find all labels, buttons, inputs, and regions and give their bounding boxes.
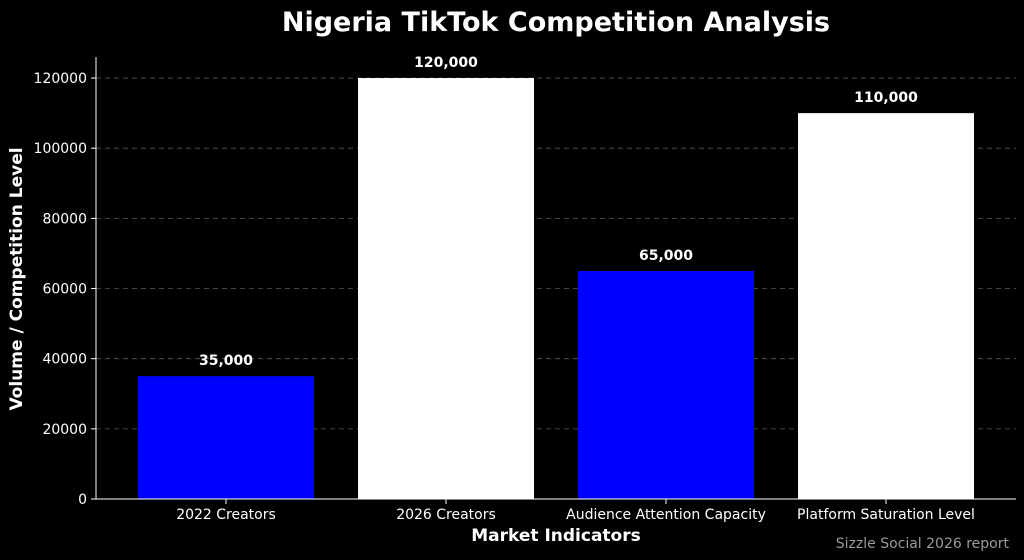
y-tick-label: 100000	[34, 141, 87, 157]
source-note: Sizzle Social 2026 report	[836, 536, 1010, 552]
bar	[138, 376, 314, 499]
bars	[138, 78, 974, 500]
x-axis-label: Market Indicators	[471, 526, 640, 546]
y-axis-label: Volume / Competition Level	[7, 147, 27, 410]
y-axis-ticks: 0 20000 40000 60000 80000 100000 120000	[34, 71, 96, 508]
x-tick-label: 2026 Creators	[396, 507, 496, 523]
bar-value-label: 120,000	[414, 55, 478, 71]
y-tick-label: 0	[78, 492, 87, 508]
y-tick-label: 40000	[42, 352, 87, 368]
x-tick-label: Platform Saturation Level	[797, 507, 975, 523]
bar-value-label: 35,000	[199, 353, 253, 369]
y-tick-label: 20000	[42, 422, 87, 438]
bar	[578, 270, 754, 499]
y-tick-label: 120000	[34, 71, 87, 87]
bar	[798, 113, 974, 499]
data-labels: 35,000 120,000 65,000 110,000	[199, 55, 918, 369]
axes	[95, 57, 1016, 500]
bar-value-label: 65,000	[639, 248, 693, 264]
x-tick-label: Audience Attention Capacity	[566, 507, 766, 523]
x-axis-ticks: 2022 Creators 2026 Creators Audience Atten…	[176, 499, 975, 523]
chart-title: Nigeria TikTok Competition Analysis	[282, 7, 830, 38]
y-tick-label: 60000	[42, 282, 87, 298]
bar-value-label: 110,000	[854, 90, 918, 106]
y-tick-label: 80000	[42, 211, 87, 227]
x-tick-label: 2022 Creators	[176, 507, 276, 523]
bar	[358, 78, 534, 500]
